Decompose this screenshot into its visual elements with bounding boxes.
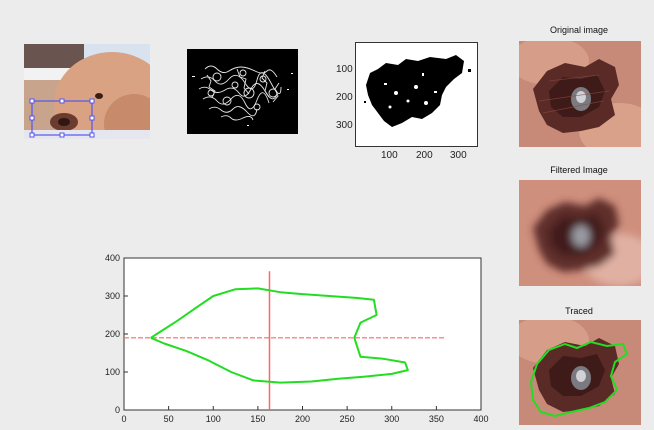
x-tick-label: 150 [250, 414, 265, 424]
filtered-image [519, 180, 641, 286]
binary-y-tick: 200 [336, 92, 353, 103]
x-tick-label: 400 [473, 414, 488, 424]
filtered-image-caption: Filtered Image [550, 165, 608, 175]
binary-y-tick: 300 [336, 120, 353, 131]
x-tick-label: 250 [340, 414, 355, 424]
binary-y-tick: 100 [336, 64, 353, 75]
x-tick-label: 350 [429, 414, 444, 424]
x-tick-label: 0 [121, 414, 126, 424]
contour-line [150, 287, 409, 384]
x-tick-label: 200 [295, 414, 310, 424]
y-tick-label: 200 [105, 329, 120, 339]
y-tick-label: 0 [115, 405, 120, 415]
traced-image-caption: Traced [565, 306, 593, 316]
contour-plot: 0 50 100 150 200 250 300 350 400 0 100 200 300 400 [105, 253, 489, 424]
binary-x-tick: 200 [416, 150, 433, 161]
x-tick-label: 100 [206, 414, 221, 424]
edge-detection-image [187, 49, 298, 134]
traced-contour [529, 340, 629, 418]
x-tick-label: 50 [164, 414, 174, 424]
binary-mask-axes [355, 42, 478, 147]
original-image-caption: Original image [549, 25, 609, 35]
y-tick-label: 400 [105, 253, 120, 263]
y-tick-label: 100 [105, 367, 120, 377]
original-image [519, 41, 641, 147]
traced-image [519, 320, 641, 425]
binary-x-tick: 100 [381, 150, 398, 161]
shoulder-photo [24, 44, 150, 139]
binary-x-tick: 300 [450, 150, 467, 161]
plot-area [123, 257, 482, 411]
x-tick-label: 300 [384, 414, 399, 424]
roi-selection-box[interactable] [24, 44, 150, 139]
y-tick-label: 300 [105, 291, 120, 301]
binary-mask-blob [366, 55, 464, 127]
